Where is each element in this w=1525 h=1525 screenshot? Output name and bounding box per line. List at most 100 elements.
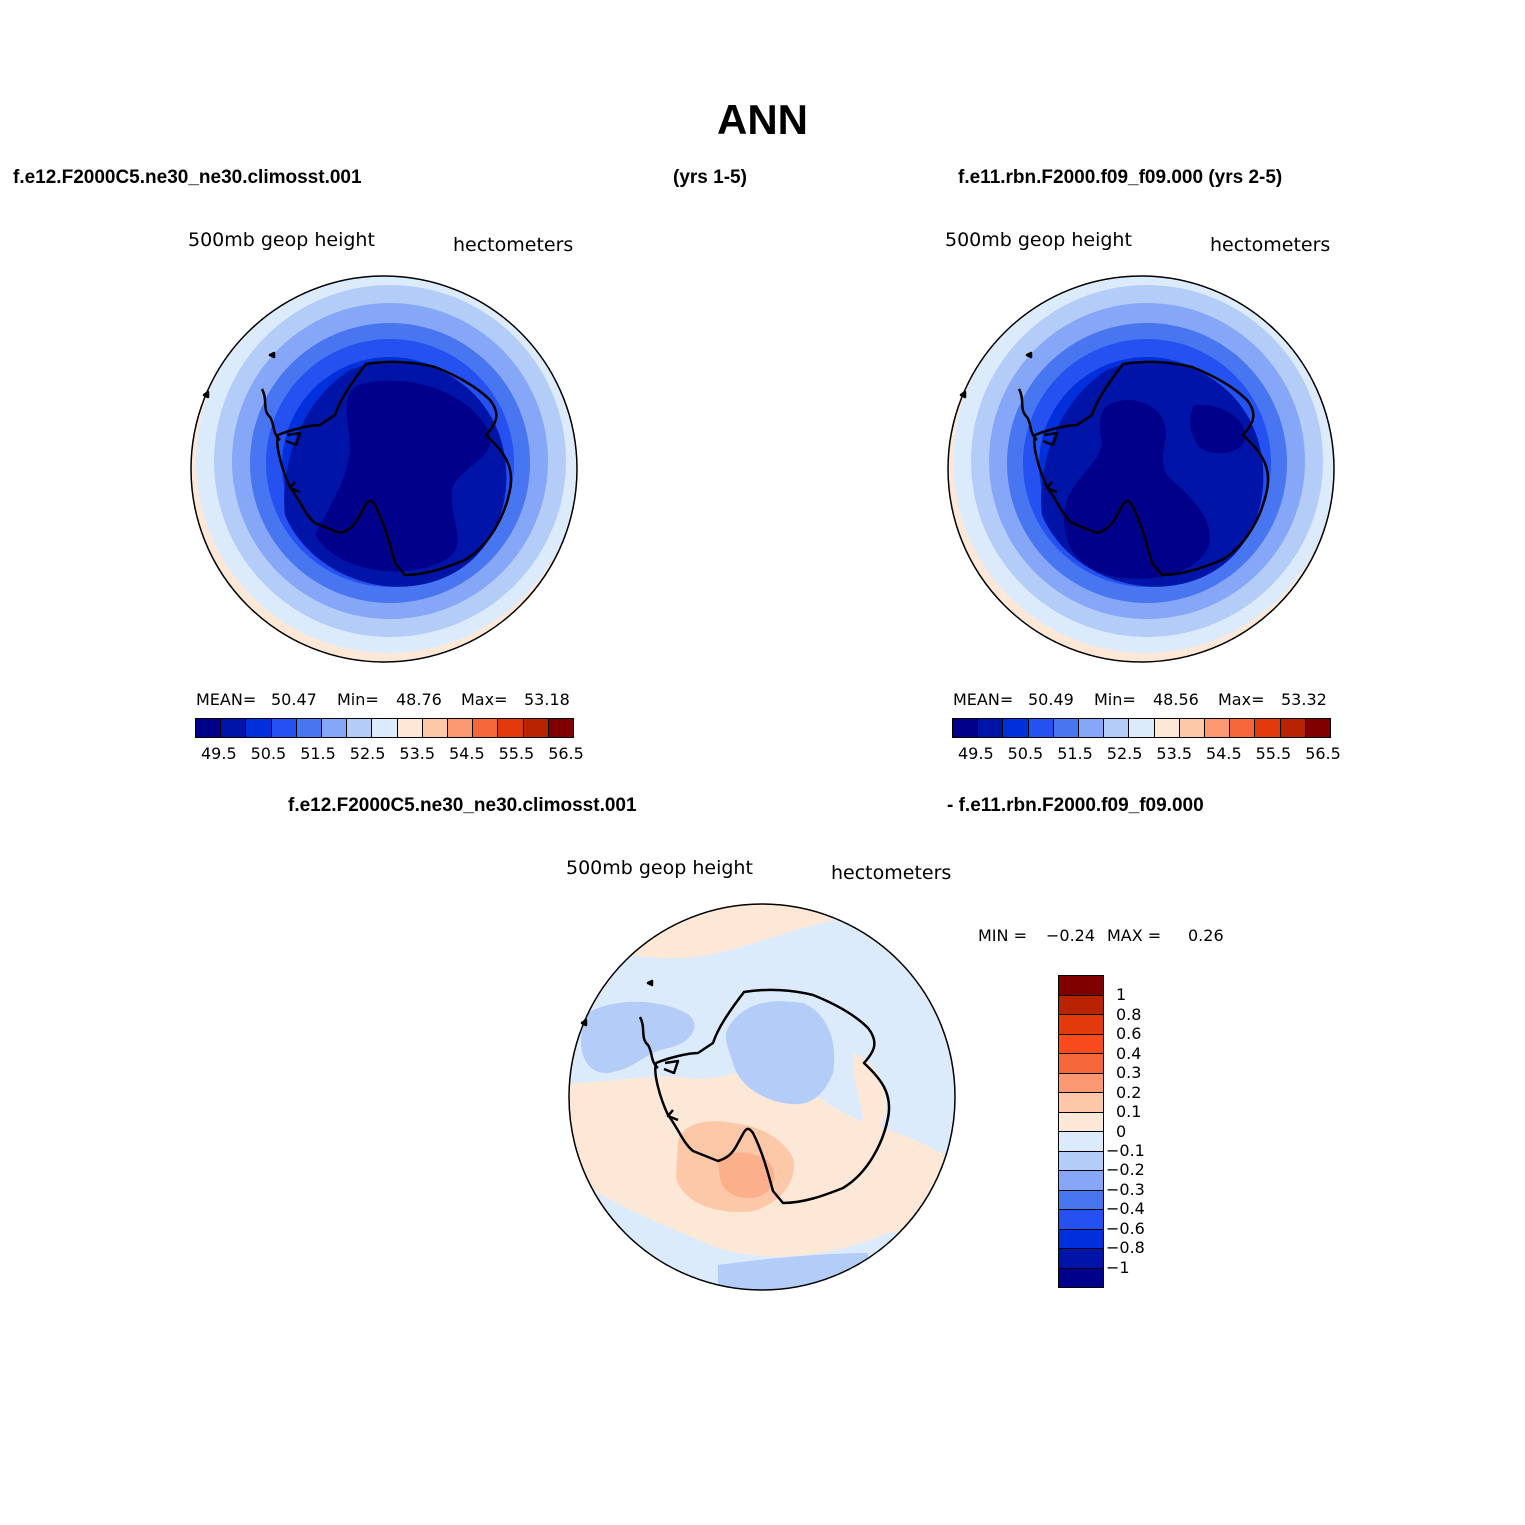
diff-min-label: MIN = bbox=[978, 926, 1027, 945]
colorbar-tick-label: 50.5 bbox=[250, 744, 287, 763]
colorbar-swatch bbox=[523, 719, 549, 737]
colorbar-swatch bbox=[1053, 719, 1080, 737]
colorbar-swatch bbox=[1059, 1170, 1103, 1190]
diff-max-value: 0.26 bbox=[1188, 926, 1224, 945]
panel2-max-label: Max= bbox=[1218, 690, 1265, 709]
panel1-min-value: 48.76 bbox=[396, 690, 442, 709]
colorbar-swatch bbox=[1059, 1131, 1103, 1151]
colorbar-tick-label: 50.5 bbox=[1007, 744, 1044, 763]
colorbar-tick-label: 49.5 bbox=[201, 744, 237, 763]
diff-title-right: - f.e11.rbn.F2000.f09_f09.000 bbox=[947, 795, 1204, 816]
colorbar-swatch bbox=[1059, 1053, 1103, 1073]
colorbar-swatch bbox=[1059, 1248, 1103, 1268]
colorbar-tick-label: −0.4 bbox=[1106, 1199, 1145, 1219]
colorbar-tick-label: 0.6 bbox=[1116, 1024, 1142, 1044]
diff-map-border bbox=[568, 903, 956, 1291]
diff-variable-label: 500mb geop height bbox=[566, 857, 753, 879]
case2-title: f.e11.rbn.F2000.f09_f09.000 (yrs 2-5) bbox=[958, 167, 1283, 188]
colorbar-swatch bbox=[296, 719, 323, 737]
panel1-units-label: hectometers bbox=[453, 234, 574, 256]
panel1-max-label: Max= bbox=[461, 690, 508, 709]
diff-polar-map bbox=[568, 903, 956, 1291]
colorbar-tick-label: 51.5 bbox=[300, 744, 336, 763]
colorbar-tick-label: 54.5 bbox=[1206, 744, 1242, 763]
colorbar-tick-label: −0.6 bbox=[1106, 1218, 1145, 1238]
colorbar-swatch bbox=[246, 719, 272, 737]
colorbar-swatch bbox=[397, 719, 423, 737]
colorbar-swatch bbox=[1059, 1092, 1103, 1112]
panel2-polar-map bbox=[947, 275, 1335, 663]
panel2-variable-label: 500mb geop height bbox=[945, 229, 1132, 251]
colorbar-swatch bbox=[1179, 719, 1206, 737]
diff-coastline bbox=[580, 979, 891, 1205]
colorbar-tick-label: 1 bbox=[1116, 985, 1127, 1005]
colorbar-tick-label: 0.1 bbox=[1116, 1102, 1142, 1122]
colorbar-tick-label: 51.5 bbox=[1057, 744, 1093, 763]
colorbar-swatch bbox=[1059, 1072, 1103, 1092]
colorbar-tick-label: 52.5 bbox=[1106, 744, 1143, 763]
colorbar-swatch bbox=[1059, 1228, 1103, 1248]
colorbar-swatch bbox=[1059, 976, 1103, 995]
colorbar-swatch bbox=[221, 719, 247, 737]
colorbar-swatch bbox=[1059, 1267, 1103, 1287]
diff-units-label: hectometers bbox=[831, 862, 952, 884]
panel1-mean-label: MEAN= bbox=[196, 690, 257, 709]
colorbar-swatch bbox=[1230, 719, 1256, 737]
colorbar-tick-label: 0.3 bbox=[1116, 1063, 1142, 1083]
colorbar-tick-label: 56.5 bbox=[1305, 744, 1341, 763]
colorbar-swatch bbox=[322, 719, 348, 737]
panel2-colorbar-ticks: 49.5 50.5 51.5 52.5 53.5 54.5 55.5 56.5 bbox=[958, 744, 1341, 764]
diff-colorbar bbox=[1058, 975, 1104, 1288]
diff-title-left: f.e12.F2000C5.ne30_ne30.climosst.001 bbox=[288, 795, 637, 816]
colorbar-swatch bbox=[196, 719, 222, 737]
panel2-max-value: 53.32 bbox=[1281, 690, 1327, 709]
panel2-contour-fill bbox=[948, 276, 1334, 662]
colorbar-tick-label: −0.1 bbox=[1106, 1140, 1145, 1160]
colorbar-swatch bbox=[372, 719, 398, 737]
panel1-max-value: 53.18 bbox=[524, 690, 570, 709]
panel2-units-label: hectometers bbox=[1210, 234, 1331, 256]
panel2-mean-value: 50.49 bbox=[1028, 690, 1074, 709]
figure-title: ANN bbox=[717, 96, 808, 143]
colorbar-tick-label: 54.5 bbox=[449, 744, 485, 763]
colorbar-swatch bbox=[1003, 719, 1029, 737]
panel1-mean-value: 50.47 bbox=[271, 690, 317, 709]
colorbar-tick-label: 53.5 bbox=[1156, 744, 1193, 763]
diff-min-value: −0.24 bbox=[1046, 926, 1096, 945]
colorbar-swatch bbox=[1255, 719, 1281, 737]
colorbar-tick-label: 0 bbox=[1116, 1121, 1127, 1141]
colorbar-tick-label: −0.8 bbox=[1106, 1238, 1145, 1258]
diff-contour-fill bbox=[569, 904, 955, 1290]
colorbar-tick-label: 56.5 bbox=[548, 744, 584, 763]
colorbar-tick-label: 49.5 bbox=[958, 744, 994, 763]
panel2-colorbar bbox=[952, 718, 1331, 738]
colorbar-tick-label: 52.5 bbox=[349, 744, 386, 763]
diff-colorbar-ticks: −1 −0.8 −0.6 −0.4 −0.3 −0.2 −0.1 0 0.1 0.2 0.3 0.4 0… bbox=[1106, 975, 1166, 1286]
colorbar-swatch bbox=[473, 719, 499, 737]
colorbar-swatch bbox=[1059, 1014, 1103, 1034]
panel1-contour-fill bbox=[191, 276, 577, 662]
panel1-polar-map bbox=[190, 275, 578, 663]
colorbar-swatch bbox=[953, 719, 979, 737]
panel1-variable-label: 500mb geop height bbox=[188, 229, 375, 251]
colorbar-swatch bbox=[498, 719, 524, 737]
colorbar-swatch bbox=[422, 719, 449, 737]
colorbar-swatch bbox=[1129, 719, 1155, 737]
panel2-min-value: 48.56 bbox=[1153, 690, 1199, 709]
panel2-min-label: Min= bbox=[1094, 690, 1136, 709]
colorbar-swatch bbox=[347, 719, 373, 737]
colorbar-tick-label: −1 bbox=[1106, 1257, 1130, 1277]
colorbar-swatch bbox=[1059, 1189, 1103, 1209]
colorbar-swatch bbox=[1079, 719, 1105, 737]
colorbar-tick-label: −0.2 bbox=[1106, 1160, 1145, 1180]
colorbar-tick-label: −0.3 bbox=[1106, 1179, 1145, 1199]
colorbar-swatch bbox=[1028, 719, 1054, 737]
colorbar-tick-label: 55.5 bbox=[498, 744, 535, 763]
colorbar-swatch bbox=[1205, 719, 1231, 737]
colorbar-swatch bbox=[1059, 1033, 1103, 1053]
colorbar-swatch bbox=[978, 719, 1004, 737]
case1-years: (yrs 1-5) bbox=[673, 167, 747, 188]
colorbar-swatch bbox=[548, 719, 574, 737]
colorbar-swatch bbox=[1280, 719, 1306, 737]
panel1-colorbar bbox=[195, 718, 574, 738]
